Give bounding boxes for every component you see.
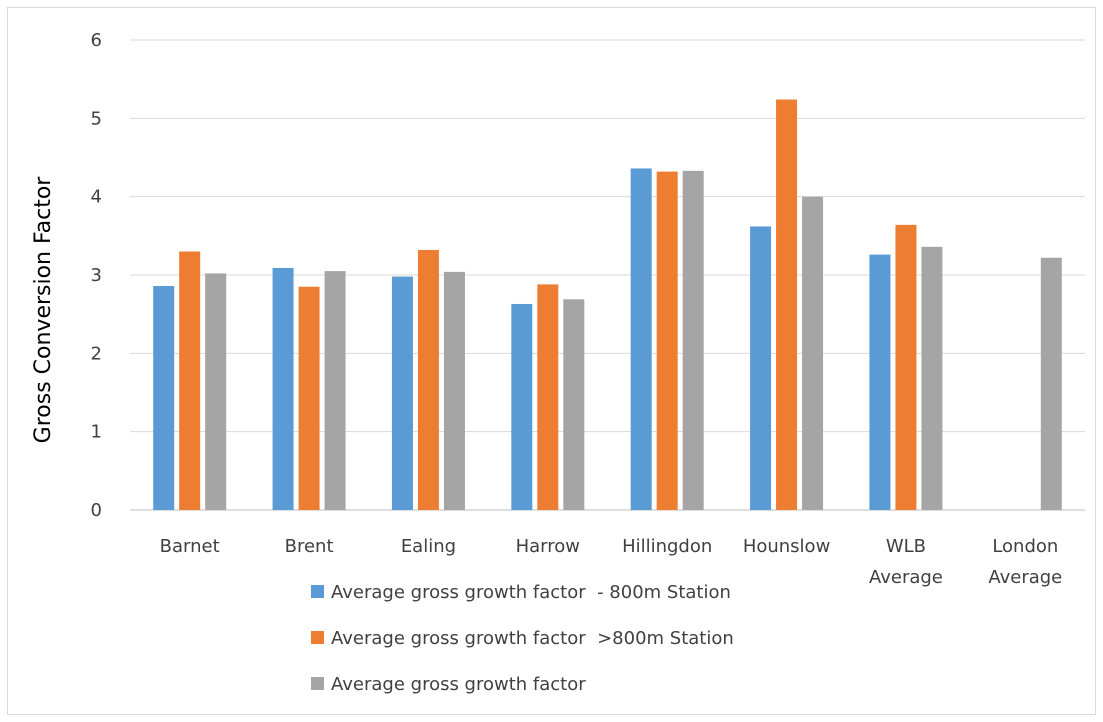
bar — [802, 196, 824, 510]
x-category-label: Brent — [285, 536, 334, 557]
bar — [298, 286, 320, 510]
y-axis-label: Gross Conversion Factor — [31, 176, 56, 444]
bar — [179, 251, 201, 510]
bar — [656, 171, 678, 510]
x-category-label: Average — [988, 567, 1062, 588]
legend-swatch — [311, 585, 324, 598]
bar — [205, 273, 227, 510]
bar — [443, 271, 465, 510]
bar — [1040, 257, 1062, 510]
x-category-label: Barnet — [160, 536, 220, 557]
x-category-label: Ealing — [401, 536, 456, 557]
y-tick-label: 3 — [91, 265, 102, 286]
bar — [272, 267, 294, 510]
legend-label: Average gross growth factor - 800m Stati… — [331, 582, 731, 603]
x-category-label: Hillingdon — [622, 536, 712, 557]
y-tick-label: 0 — [91, 500, 102, 521]
x-category-label: London — [992, 536, 1058, 557]
bar — [682, 170, 704, 511]
bar — [895, 224, 917, 510]
bar — [417, 249, 439, 510]
y-tick-label: 1 — [91, 422, 102, 443]
bar — [776, 99, 798, 511]
bar — [537, 284, 559, 510]
bar — [869, 254, 891, 510]
x-category-label: Average — [869, 567, 943, 588]
bar — [563, 299, 585, 510]
bars — [153, 99, 1062, 511]
y-tick-label: 6 — [91, 30, 102, 51]
y-tick-label: 5 — [91, 108, 102, 129]
y-tick-label: 2 — [91, 343, 102, 364]
legend-swatch — [311, 631, 324, 644]
legend: Average gross growth factor - 800m Stati… — [311, 582, 734, 695]
x-category-label: WLB — [886, 536, 926, 557]
x-axis-categories: Barnet Brent Ealing Harrow Hillingdon Hounslo… — [160, 536, 1063, 588]
legend-swatch — [311, 677, 324, 690]
bar — [511, 303, 533, 510]
bar — [750, 226, 772, 510]
bar — [153, 285, 175, 510]
x-category-label: Hounslow — [743, 536, 830, 557]
x-category-label: Harrow — [516, 536, 580, 557]
legend-label: Average gross growth factor — [331, 674, 586, 695]
bar — [324, 271, 346, 510]
bar — [391, 276, 413, 510]
bar — [630, 168, 652, 510]
y-tick-label: 4 — [91, 187, 102, 208]
y-axis-ticks: 0 1 2 3 4 5 6 — [91, 30, 102, 521]
legend-label: Average gross growth factor >800m Statio… — [331, 628, 734, 649]
bar — [921, 246, 943, 511]
